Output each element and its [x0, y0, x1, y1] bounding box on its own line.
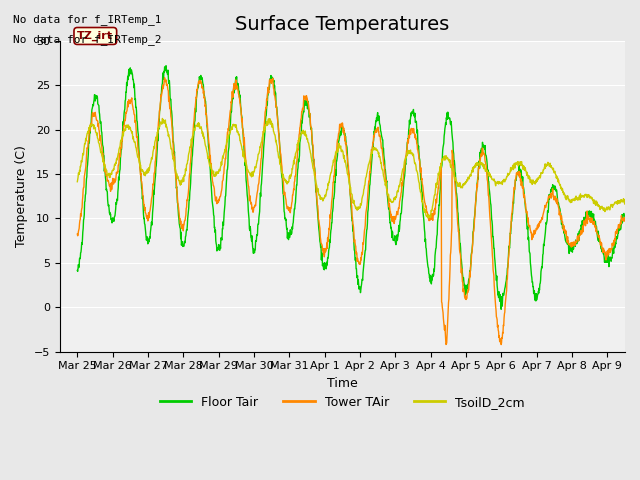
Text: No data for f_IRTemp_2: No data for f_IRTemp_2	[13, 34, 161, 45]
Text: No data for f_IRTemp_1: No data for f_IRTemp_1	[13, 14, 161, 25]
Text: TZ_irt: TZ_irt	[77, 31, 113, 41]
X-axis label: Time: Time	[327, 377, 358, 390]
Title: Surface Temperatures: Surface Temperatures	[236, 15, 449, 34]
Legend: Floor Tair, Tower TAir, TsoilD_2cm: Floor Tair, Tower TAir, TsoilD_2cm	[155, 391, 530, 414]
Y-axis label: Temperature (C): Temperature (C)	[15, 145, 28, 247]
